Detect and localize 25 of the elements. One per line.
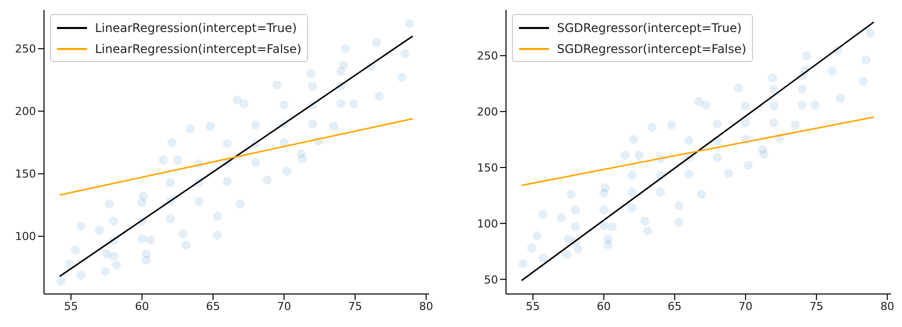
y-tick-label: 50 bbox=[484, 273, 498, 286]
y-tick-label: 100 bbox=[477, 217, 498, 230]
y-tick-label: 200 bbox=[477, 105, 498, 118]
y-tick-label: 150 bbox=[477, 161, 498, 174]
x-tick-label: 55 bbox=[64, 300, 78, 313]
x-tick-label: 60 bbox=[135, 300, 150, 313]
y-tick-label: 150 bbox=[15, 168, 36, 181]
y-tick-label: 100 bbox=[15, 230, 36, 244]
x-tick-label: 80 bbox=[419, 300, 434, 313]
legend-label: SGDRegressor(intercept=True) bbox=[557, 20, 742, 34]
legend-label: LinearRegression(intercept=True) bbox=[95, 20, 297, 34]
y-tick-label: 200 bbox=[15, 105, 36, 118]
x-tick-label: 70 bbox=[277, 300, 292, 313]
x-tick-label: 65 bbox=[668, 300, 682, 313]
legend-label: LinearRegression(intercept=False) bbox=[95, 42, 302, 56]
y-tick-label: 250 bbox=[477, 50, 498, 63]
legend-label: SGDRegressor(intercept=False) bbox=[557, 42, 746, 56]
x-tick-label: 75 bbox=[809, 300, 824, 313]
x-tick-label: 60 bbox=[596, 300, 611, 313]
x-tick-label: 55 bbox=[526, 300, 540, 313]
x-tick-label: 65 bbox=[206, 300, 220, 313]
x-tick-label: 75 bbox=[348, 300, 362, 313]
x-tick-label: 80 bbox=[880, 300, 894, 313]
x-tick-label: 70 bbox=[738, 300, 753, 313]
y-tick-label: 250 bbox=[15, 42, 36, 56]
